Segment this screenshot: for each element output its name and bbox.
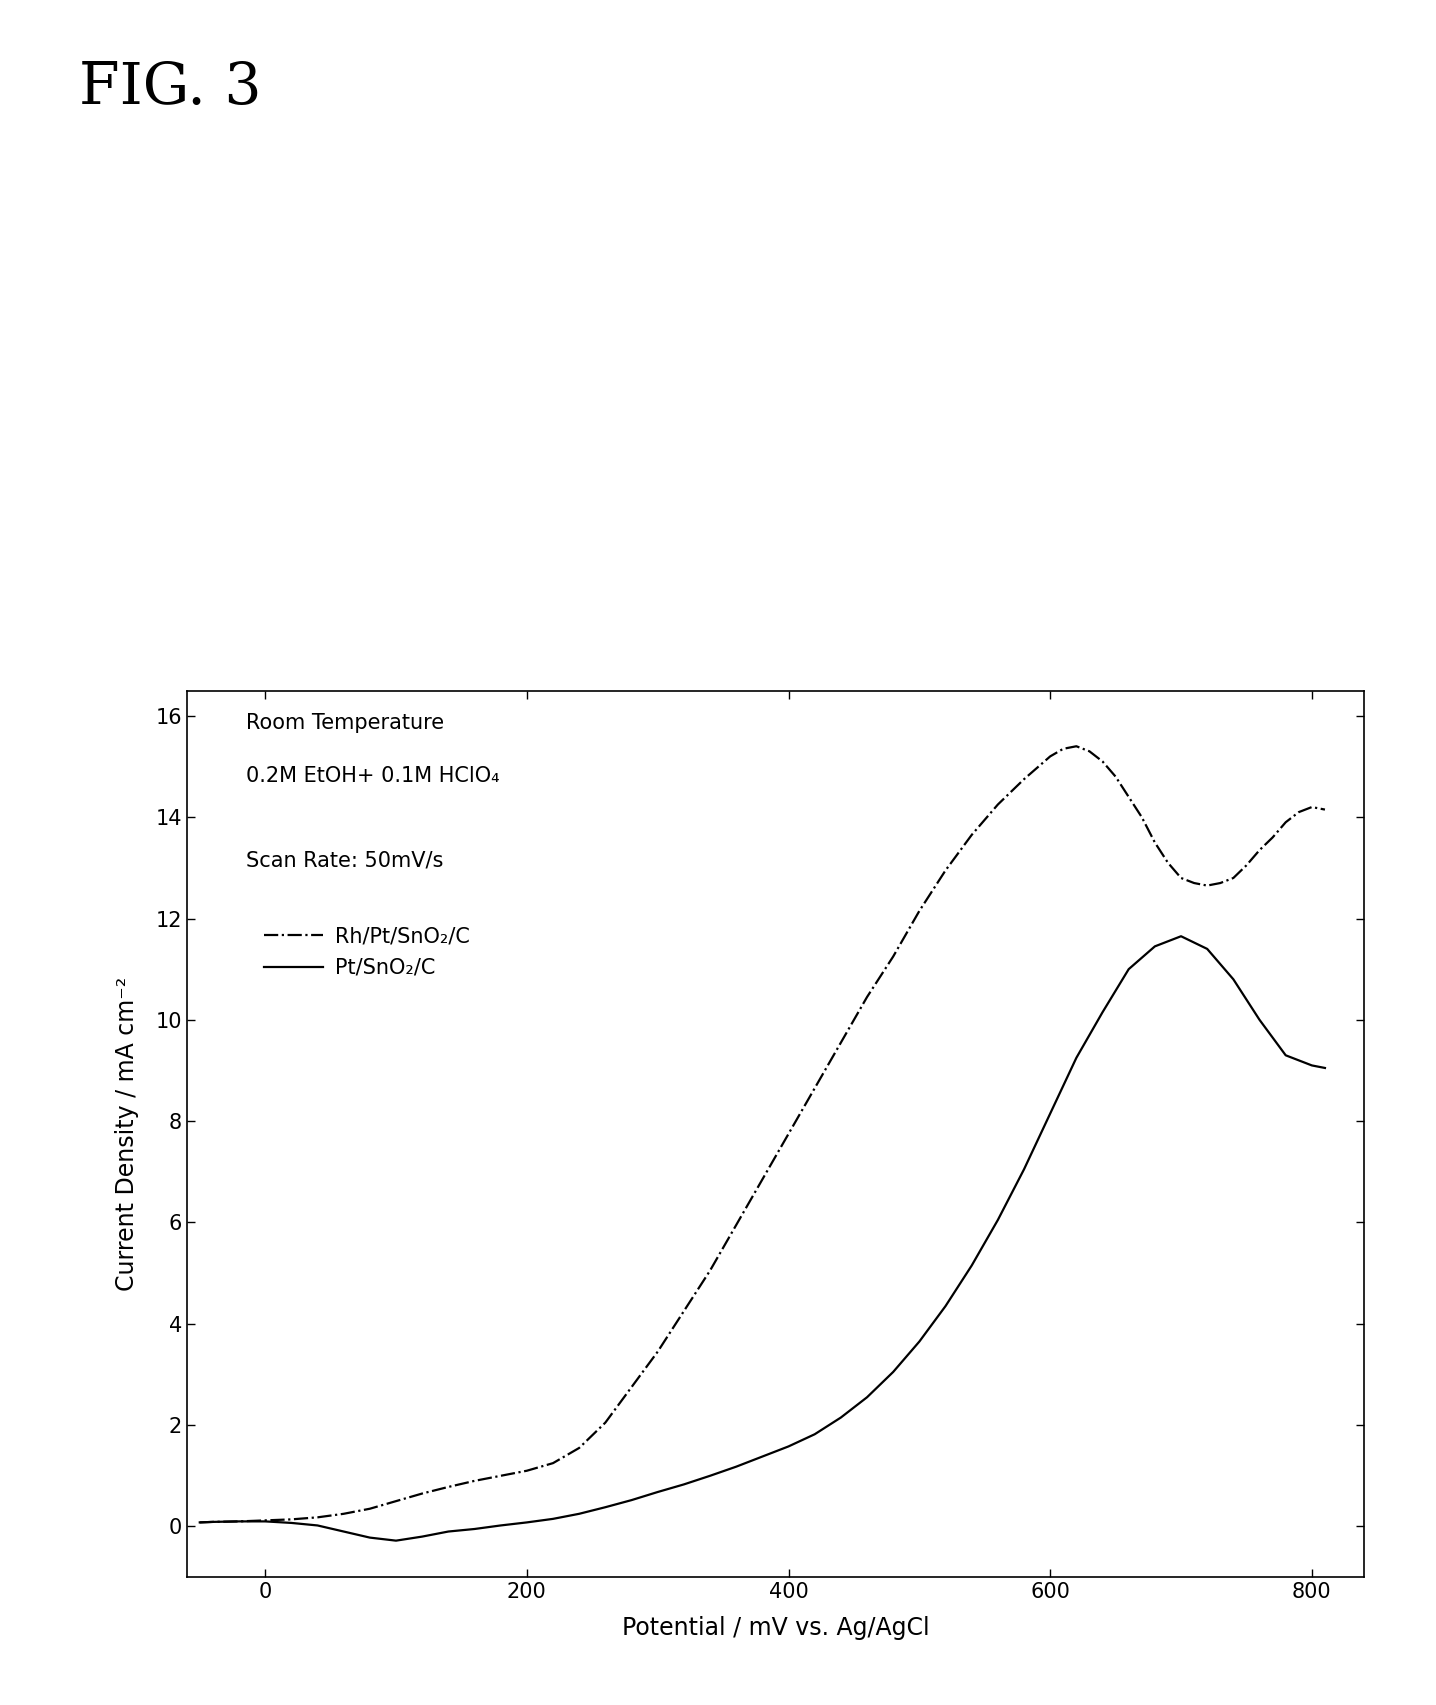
Text: Room Temperature: Room Temperature <box>246 713 444 733</box>
Legend: Rh/Pt/SnO₂/C, Pt/SnO₂/C: Rh/Pt/SnO₂/C, Pt/SnO₂/C <box>256 919 478 985</box>
Text: 0.2M EtOH+ 0.1M HClO₄: 0.2M EtOH+ 0.1M HClO₄ <box>246 766 500 786</box>
Text: Scan Rate: 50mV/s: Scan Rate: 50mV/s <box>246 851 442 870</box>
Y-axis label: Current Density / mA cm⁻²: Current Density / mA cm⁻² <box>115 977 138 1291</box>
X-axis label: Potential / mV vs. Ag/AgCl: Potential / mV vs. Ag/AgCl <box>622 1616 929 1640</box>
Text: FIG. 3: FIG. 3 <box>79 60 261 116</box>
